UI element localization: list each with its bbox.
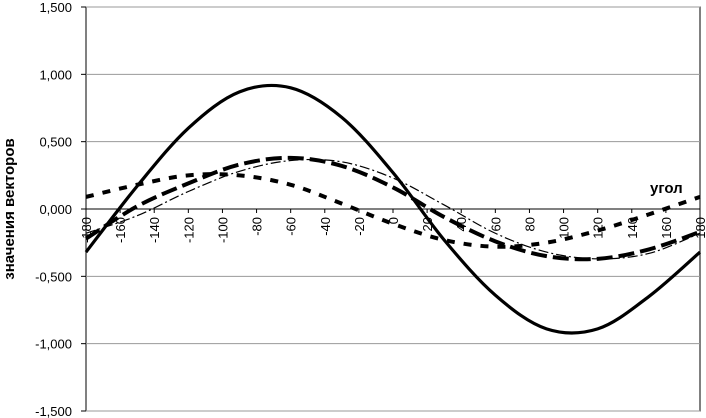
x-tick-label: -140 (147, 217, 162, 243)
x-tick-labels: -180 -160 -140 -120 -100 -80 -60 -40 -20 0 20 40 60 8… (79, 208, 706, 243)
x-tick-label: 40 (454, 217, 469, 231)
series-line-3 (85, 158, 701, 260)
y-tick-label: 0,000 (39, 202, 72, 217)
x-tick-label: -60 (284, 217, 299, 236)
y-tick-label: -1,000 (35, 337, 72, 352)
x-tick-label: -180 (79, 217, 94, 243)
series-line-4 (85, 172, 701, 249)
x-tick-label: -20 (352, 217, 367, 236)
series-lines (84, 83, 702, 335)
x-tick-label: 60 (488, 217, 503, 231)
x-tick-label: 0 (386, 217, 401, 224)
y-tick-label: 1,000 (39, 67, 72, 82)
x-tick-label: 160 (659, 217, 674, 239)
x-tick-label: 80 (522, 217, 537, 231)
x-tick-label: 140 (625, 217, 640, 239)
x-tick-label: -80 (250, 217, 265, 236)
x-tick-label: -120 (181, 217, 196, 243)
x-tick-label: 180 (693, 217, 706, 239)
y-axis-title: значения векторов (1, 138, 18, 279)
y-tick-label: 1,500 (39, 0, 72, 15)
y-tick-label: 0,500 (39, 135, 72, 150)
series-line-1 (84, 83, 702, 335)
x-tick-label: -40 (318, 217, 333, 236)
grid-lines (81, 6, 701, 412)
x-tick-label: 120 (591, 217, 606, 239)
x-tick-label: 100 (557, 217, 572, 239)
y-tick-label: -0,500 (35, 269, 72, 284)
y-tick-labels: 1,500 1,000 0,500 0,000 -0,500 -1,000 -1,500 (35, 0, 72, 418)
x-tick-label: -100 (215, 217, 230, 243)
annotation-label: угол (650, 180, 683, 197)
x-tick-label: 20 (420, 217, 435, 231)
y-tick-label: -1,500 (35, 404, 72, 418)
x-tick-label: -160 (113, 217, 128, 243)
